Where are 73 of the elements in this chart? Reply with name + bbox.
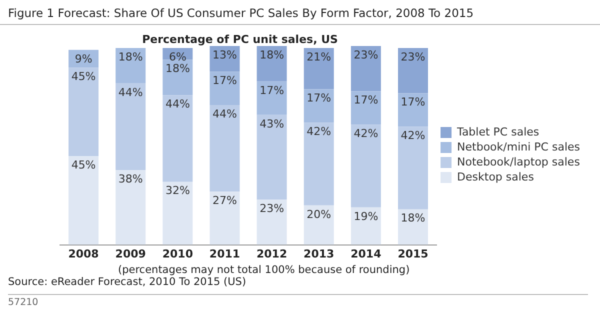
bar bbox=[304, 89, 334, 123]
data-label: 23% bbox=[400, 50, 426, 64]
data-label: 44% bbox=[212, 107, 237, 120]
x-tick-label: 2009 bbox=[115, 247, 146, 260]
bar bbox=[210, 72, 240, 106]
bar bbox=[304, 48, 334, 90]
data-label: 44% bbox=[118, 86, 143, 99]
x-tick-label: 2013 bbox=[304, 247, 334, 260]
x-tick-label: 2012 bbox=[256, 247, 288, 260]
data-label: 13% bbox=[212, 48, 237, 62]
data-label: 44% bbox=[165, 98, 190, 111]
data-label: 42% bbox=[354, 127, 378, 140]
chart-title: Figure 1 Forecast: Share Of US Consumer PC Sales By Form Factor, 2008 To 2015 bbox=[0, 0, 600, 25]
data-label: 42% bbox=[306, 125, 332, 138]
data-label: 18% bbox=[260, 48, 284, 62]
bar bbox=[304, 122, 334, 206]
bar bbox=[116, 48, 146, 84]
bar bbox=[68, 156, 99, 245]
data-label: 18% bbox=[118, 50, 143, 64]
x-tick-label: 2008 bbox=[68, 247, 99, 260]
bar bbox=[350, 91, 381, 125]
data-label: 43% bbox=[260, 117, 284, 130]
bar bbox=[350, 207, 381, 245]
bar bbox=[350, 46, 381, 92]
data-label: 9% bbox=[74, 52, 92, 66]
bar bbox=[256, 46, 287, 82]
bar bbox=[210, 105, 240, 192]
legend-label: Notebook/laptop sales bbox=[457, 155, 580, 168]
data-label: 17% bbox=[354, 94, 378, 107]
bar bbox=[68, 68, 99, 156]
bar bbox=[256, 114, 287, 200]
bar bbox=[162, 95, 193, 182]
bar bbox=[398, 93, 428, 127]
source-note: Source: eReader Forecast, 2010 To 2015 (US) bbox=[8, 276, 248, 288]
x-tick-label: 2014 bbox=[350, 247, 382, 260]
x-tick-label: 2015 bbox=[398, 247, 428, 260]
data-label: 19% bbox=[354, 210, 378, 223]
bar bbox=[116, 83, 146, 170]
data-label: 21% bbox=[306, 50, 332, 64]
bar bbox=[256, 200, 287, 245]
x-tick-label: 2011 bbox=[209, 247, 240, 260]
legend-label: Tablet PC sales bbox=[456, 125, 540, 138]
bar bbox=[256, 81, 287, 115]
data-label: 23% bbox=[260, 202, 284, 215]
bar bbox=[398, 48, 428, 94]
x-tick-label: 2010 bbox=[162, 247, 194, 260]
chart-subtitle: Percentage of PC unit sales, US bbox=[141, 33, 339, 46]
bar bbox=[210, 192, 240, 245]
data-label: 20% bbox=[306, 208, 332, 221]
data-label: 45% bbox=[71, 70, 96, 84]
bar bbox=[350, 124, 381, 208]
data-label: 23% bbox=[354, 48, 378, 62]
data-label: 18% bbox=[165, 62, 190, 76]
data-label: 17% bbox=[306, 92, 332, 105]
legend-label: Netbook/mini PC sales bbox=[457, 140, 580, 154]
text: (percentages may not total 100% because of rounding) bbox=[118, 264, 411, 276]
data-label: 17% bbox=[400, 96, 426, 109]
data-label: 42% bbox=[400, 129, 426, 142]
data-label: 17% bbox=[260, 84, 284, 97]
data-label: 6% bbox=[168, 50, 186, 64]
data-label: 18% bbox=[400, 212, 426, 225]
bar bbox=[398, 126, 428, 210]
data-label: 27% bbox=[212, 194, 237, 208]
legend-label: Desktop sales bbox=[457, 170, 534, 184]
data-label: 17% bbox=[212, 74, 237, 87]
data-label: 38% bbox=[118, 172, 143, 186]
bar bbox=[116, 170, 146, 245]
bar bbox=[162, 182, 193, 245]
bar bbox=[304, 205, 334, 245]
data-label: 45% bbox=[71, 158, 96, 172]
data-label: 32% bbox=[165, 184, 190, 198]
bar bbox=[398, 209, 428, 245]
text: 57210 bbox=[8, 294, 588, 308]
